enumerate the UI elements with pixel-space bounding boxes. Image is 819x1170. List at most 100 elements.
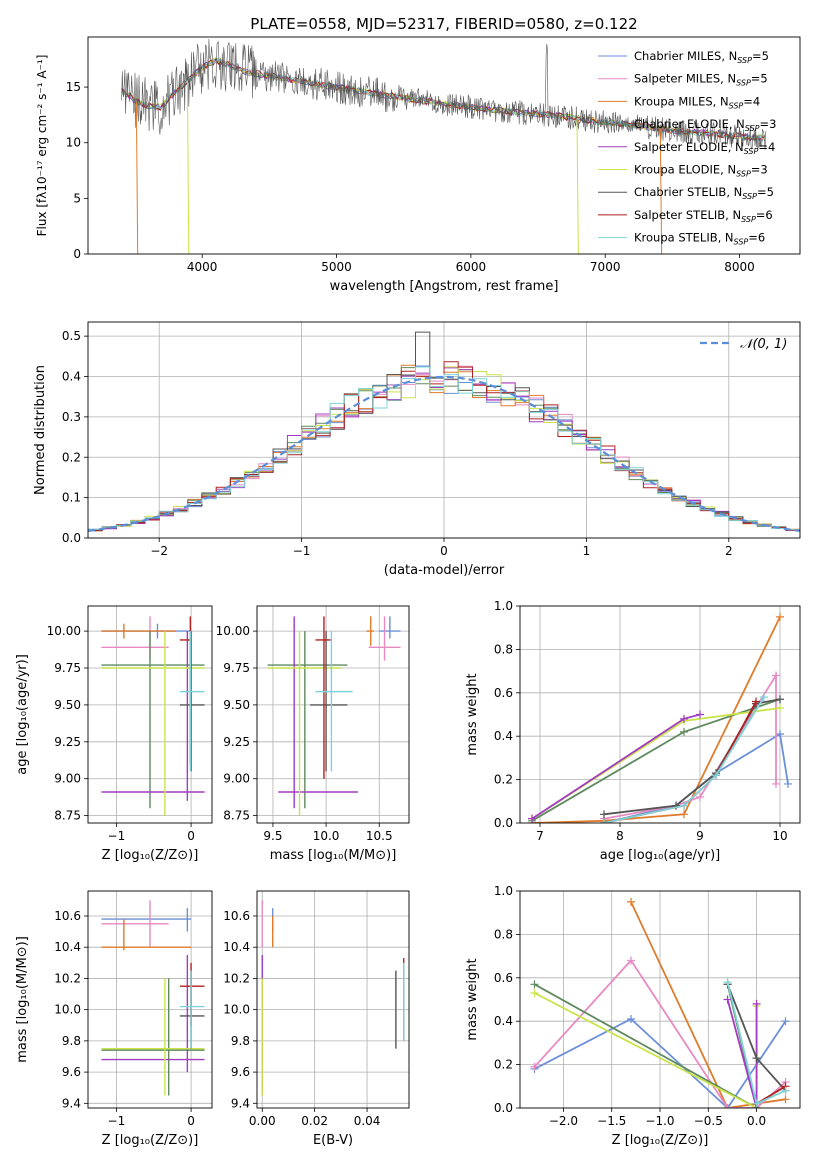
y-tick-label: 10.00	[216, 624, 250, 638]
error-bar-point	[101, 978, 205, 1096]
weight-marker	[776, 730, 784, 739]
y-tick-label: 0.5	[62, 329, 81, 343]
weight-line-chabrier-miles	[603, 732, 789, 823]
axes-frame	[256, 605, 410, 824]
y-tick-label: 10.2	[223, 971, 250, 985]
spectrum-edge	[135, 101, 139, 254]
error-bar-point	[101, 631, 205, 809]
weight-marker	[723, 978, 732, 987]
y-tick-label: 9.25	[223, 735, 250, 749]
weight-marker	[696, 710, 704, 719]
y-tick-label: 10.00	[47, 624, 81, 638]
x-tick-label: 8000	[724, 260, 755, 274]
y-tick-label: 0.4	[494, 729, 513, 743]
x-tick-label: 0	[187, 1114, 195, 1128]
weight-line-chabrier-elodie	[534, 983, 758, 1108]
weight-marker	[528, 814, 536, 823]
y-tick-label: 9.50	[54, 698, 81, 712]
weight-marker	[627, 897, 636, 906]
error-bar-point	[101, 955, 205, 1073]
error-bar-point	[101, 908, 192, 932]
x-tick-label: −1.0	[645, 1114, 674, 1128]
normal-reference-curve	[88, 375, 800, 532]
panel-age-mass: 9.5 10.0 10.5 8.75 9.00 9.25 9.50 9.75 10.00 mass…	[216, 605, 410, 863]
weight-line-kroupa-miles	[630, 901, 786, 1108]
y-tick-label: 0.4	[494, 1014, 513, 1028]
y-tick-label: 9.6	[231, 1065, 250, 1079]
histogram-kroupa-stelib	[88, 366, 800, 538]
legend-entry: Salpeter STELIB, NSSP=6	[634, 208, 773, 224]
error-bar-point	[101, 919, 192, 951]
y-tick-label: 0.2	[62, 450, 81, 464]
y-tick-label: 0.3	[62, 410, 81, 424]
error-bar-point	[368, 616, 401, 661]
spectrum-edge	[186, 80, 190, 254]
error-bar-point	[101, 623, 177, 639]
weight-marker	[600, 810, 608, 819]
legend-entry: Chabrier ELODIE, NSSP=3	[634, 117, 776, 133]
weight-marker	[784, 779, 792, 788]
y-tick-label: 5	[73, 191, 81, 205]
y-tick-label: 10.0	[54, 1003, 81, 1017]
plot-area	[257, 891, 409, 1108]
y-tick-label: 9.00	[223, 772, 250, 786]
legend: Chabrier MILES, NSSP=5 Salpeter MILES, NS…	[598, 49, 776, 247]
panel-mass-ebv: 0.00 0.02 0.04 9.4 9.6 9.8 10.0 10.2 10.4 10.6 E(B…	[223, 890, 410, 1148]
panel-mass-weight-Z: −2.0 −1.5 −1.0 −0.5 0.0 0.0 0.2 0.4 0.6 0.8 1.0 Z […	[465, 884, 801, 1148]
axes-frame	[87, 605, 213, 824]
y-tick-label: 0.0	[494, 816, 513, 830]
weight-marker	[680, 801, 688, 810]
x-axis-label: mass [log₁₀(M/M⊙)]	[270, 848, 397, 863]
y-tick-label: 1.0	[494, 884, 513, 898]
weight-marker	[781, 1086, 790, 1095]
axes-frame	[87, 36, 801, 255]
y-tick-label: 9.8	[231, 1034, 250, 1048]
error-bar-point	[315, 616, 332, 779]
weight-marker	[772, 671, 780, 680]
axes-frame	[519, 605, 801, 824]
y-tick-label: 0.1	[62, 491, 81, 505]
error-bar-point	[310, 631, 348, 772]
x-tick-label: 9.5	[263, 829, 282, 843]
y-tick-label: 0.8	[494, 927, 513, 941]
x-tick-label: 0.00	[249, 1114, 276, 1128]
weight-marker	[752, 1054, 761, 1063]
error-bar-point	[101, 900, 169, 948]
legend-entry: Salpeter ELODIE, NSSP=4	[634, 140, 775, 156]
weight-marker	[752, 1099, 761, 1108]
y-tick-label: 1.0	[494, 599, 513, 613]
x-tick-label: 6000	[456, 260, 487, 274]
x-axis-label: (data-model)/error	[384, 563, 505, 578]
plot-area	[520, 606, 800, 823]
weight-marker	[712, 771, 720, 780]
y-tick-label: 0.0	[62, 531, 81, 545]
x-tick-label: −1	[108, 829, 126, 843]
y-tick-label: 10.4	[54, 940, 81, 954]
weight-line-salpeter-miles	[603, 672, 777, 820]
y-tick-label: 10.6	[223, 909, 250, 923]
weight-marker	[776, 695, 784, 704]
x-axis-label: wavelength [Angstrom, rest frame]	[330, 279, 559, 294]
y-tick-label: 0.6	[494, 971, 513, 985]
y-tick-label: 8.75	[223, 809, 250, 823]
x-tick-label: −2.0	[549, 1114, 578, 1128]
error-bar-point	[267, 631, 348, 809]
panel-residuals: −2 −1 0 1 2 0.0 0.1 0.2 0.3 0.4 0.5 (data-model)/er…	[33, 321, 801, 578]
x-tick-label: 4000	[187, 260, 218, 274]
x-tick-label: −1	[293, 544, 311, 558]
axes-frame	[87, 890, 213, 1109]
error-bar-point	[379, 616, 401, 639]
y-tick-label: 10.2	[54, 971, 81, 985]
y-tick-label: 9.8	[62, 1034, 81, 1048]
legend-entry: Salpeter MILES, NSSP=5	[634, 72, 768, 88]
x-tick-label: 5000	[321, 260, 352, 274]
weight-marker	[781, 1095, 790, 1104]
error-bar-point	[101, 631, 205, 816]
y-tick-label: 9.6	[62, 1065, 81, 1079]
error-bar-point	[101, 616, 169, 661]
x-tick-label: 9	[696, 829, 704, 843]
weight-marker	[600, 819, 608, 823]
y-tick-label: 10.0	[223, 1003, 250, 1017]
